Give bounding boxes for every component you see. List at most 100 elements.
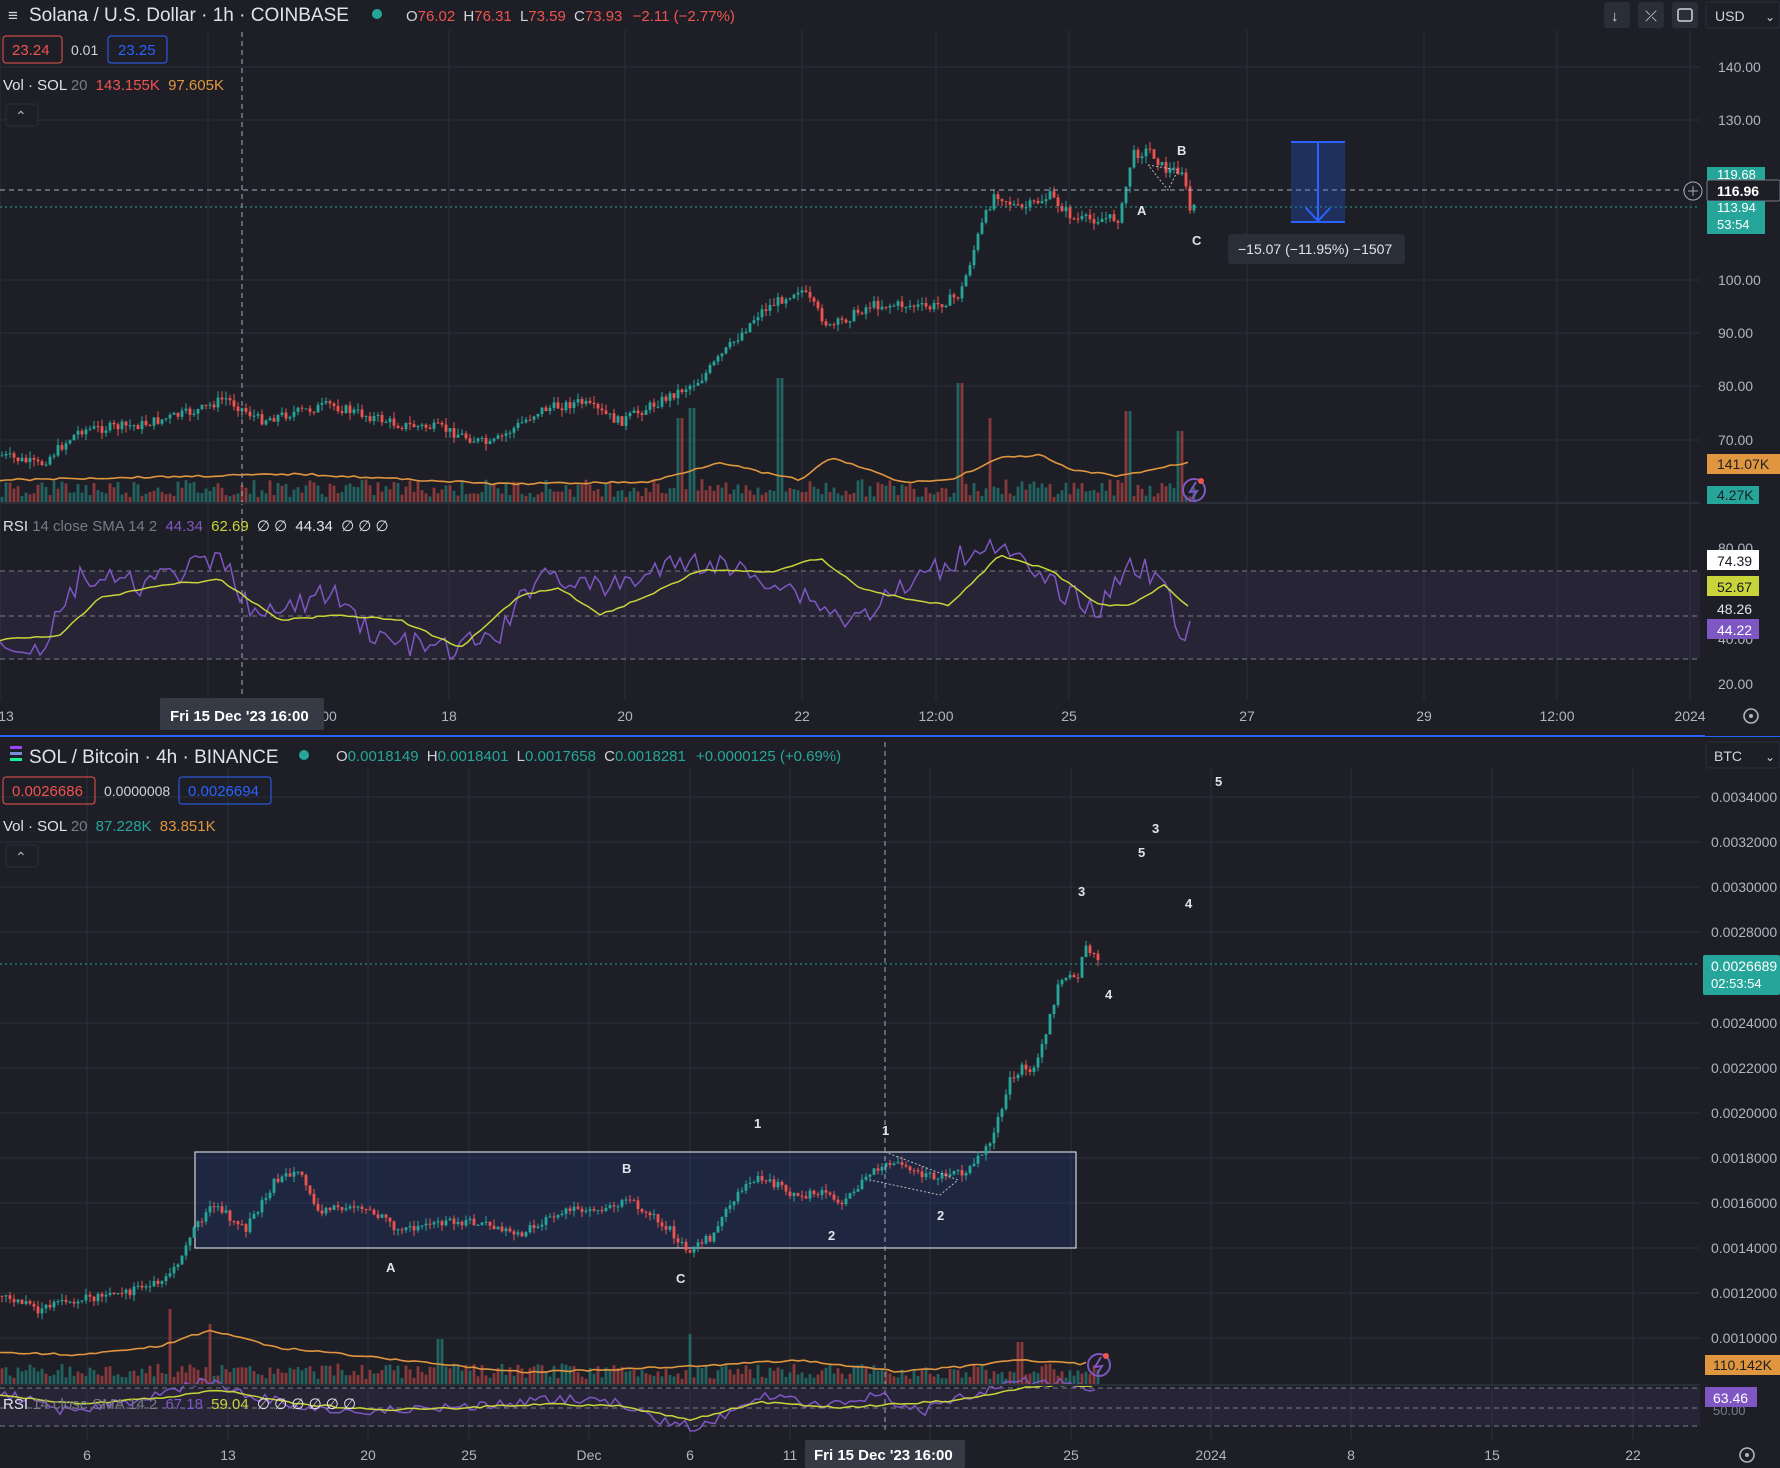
candle bbox=[144, 421, 148, 426]
candle bbox=[636, 410, 640, 414]
candle bbox=[836, 318, 840, 325]
currency-select[interactable] bbox=[1705, 1, 1780, 29]
volume-bar bbox=[180, 487, 184, 503]
volume-bar bbox=[612, 496, 616, 503]
candle bbox=[1164, 162, 1168, 173]
volume-bar bbox=[552, 491, 556, 503]
candle bbox=[968, 265, 972, 276]
bottom-symbol-title[interactable]: SOL / Bitcoin · 4h · BINANCE bbox=[29, 747, 279, 768]
candle bbox=[300, 407, 304, 409]
volume-bar bbox=[1088, 1373, 1092, 1384]
candle bbox=[32, 458, 36, 460]
range-box[interactable] bbox=[194, 1151, 1077, 1249]
time-axis-tick: 25 bbox=[1061, 708, 1077, 724]
top-buy-button[interactable] bbox=[107, 35, 168, 64]
top-collapse-button[interactable] bbox=[5, 103, 39, 127]
volume-bar bbox=[124, 1377, 128, 1384]
candle bbox=[736, 340, 740, 342]
candle bbox=[620, 416, 624, 426]
candle bbox=[64, 1299, 68, 1302]
volume-bar bbox=[224, 495, 228, 503]
candle bbox=[516, 422, 520, 428]
volume-bar bbox=[176, 1371, 180, 1384]
candle bbox=[520, 1232, 524, 1237]
candle bbox=[136, 425, 140, 430]
candle bbox=[296, 407, 300, 412]
volume-bar bbox=[436, 493, 440, 503]
candle bbox=[1028, 1069, 1032, 1073]
volume-bar bbox=[864, 496, 868, 503]
volume-bar bbox=[8, 1375, 12, 1384]
candle bbox=[952, 1170, 956, 1175]
candle bbox=[96, 1293, 100, 1302]
volume-bar bbox=[36, 484, 40, 503]
volume-bar bbox=[616, 491, 620, 503]
top-sell-button[interactable] bbox=[2, 35, 63, 64]
candle bbox=[680, 389, 684, 393]
volume-bar bbox=[956, 383, 960, 503]
fullscreen-button[interactable] bbox=[1638, 2, 1664, 28]
candle bbox=[1100, 218, 1104, 223]
candle bbox=[1092, 219, 1096, 224]
bottom-chart-pane[interactable]: A B C 1 2 1 2 3 4 5 3 4 5 0.0034000 0.003… bbox=[0, 738, 1780, 1468]
candle bbox=[756, 317, 760, 321]
volume-bar bbox=[488, 483, 492, 503]
volume-bar bbox=[360, 480, 364, 503]
volume-bar bbox=[1164, 486, 1168, 503]
volume-bar bbox=[1004, 479, 1008, 503]
volume-bar bbox=[232, 1367, 236, 1384]
maximize-button[interactable] bbox=[1672, 2, 1698, 28]
candle bbox=[616, 1206, 620, 1208]
download-button[interactable] bbox=[1604, 2, 1630, 28]
top-alert-icon[interactable] bbox=[1182, 478, 1206, 502]
candle bbox=[632, 1200, 636, 1202]
top-symbol-title[interactable]: Solana / U.S. Dollar · 1h · COINBASE bbox=[29, 5, 349, 26]
candle bbox=[164, 1276, 168, 1282]
volume-bar bbox=[268, 480, 272, 503]
bottom-settings-icon[interactable] bbox=[1739, 1447, 1755, 1463]
top-menu-icon[interactable]: ≡ bbox=[8, 6, 18, 25]
candle bbox=[48, 1304, 52, 1308]
bottom-alert-icon[interactable] bbox=[1087, 1353, 1111, 1377]
volume-bar bbox=[972, 1364, 976, 1384]
candle bbox=[808, 291, 812, 298]
volume-bar bbox=[296, 1366, 300, 1384]
volume-bar bbox=[888, 480, 892, 503]
candle bbox=[996, 194, 1000, 200]
candle bbox=[604, 1207, 608, 1211]
volume-bar bbox=[452, 1363, 456, 1384]
candle bbox=[264, 420, 268, 425]
bottom-buy-button[interactable] bbox=[178, 776, 272, 805]
volume-bar bbox=[836, 493, 840, 503]
bottom-collapse-button[interactable] bbox=[5, 844, 39, 868]
candle bbox=[1116, 220, 1120, 223]
volume-bar bbox=[164, 494, 168, 503]
candle bbox=[584, 1210, 588, 1212]
top-chart-pane[interactable]: −15.07 (−11.95%) −1507 A B C 140.00130.0… bbox=[0, 0, 1780, 737]
candle bbox=[24, 457, 28, 463]
candle bbox=[1012, 1077, 1016, 1079]
candle bbox=[1160, 162, 1164, 166]
candle bbox=[872, 1168, 876, 1175]
candle bbox=[700, 380, 704, 383]
volume-bar bbox=[664, 493, 668, 503]
volume-bar bbox=[816, 488, 820, 503]
volume-bar bbox=[168, 1309, 172, 1384]
candle bbox=[220, 1206, 224, 1213]
candle bbox=[60, 445, 64, 450]
bottom-currency-select[interactable] bbox=[1705, 741, 1780, 769]
top-settings-icon[interactable] bbox=[1743, 708, 1759, 724]
time-axis-tick: 6 bbox=[686, 1447, 694, 1463]
bottom-sell-button[interactable] bbox=[2, 776, 96, 805]
volume-bar bbox=[620, 490, 624, 503]
volume-bar bbox=[964, 483, 968, 503]
candle bbox=[880, 306, 884, 310]
volume-bar bbox=[1020, 481, 1024, 503]
volume-bar bbox=[448, 485, 452, 503]
candle bbox=[712, 361, 716, 366]
candle bbox=[236, 406, 240, 412]
volume-bar bbox=[780, 1369, 784, 1384]
crosshair-plus-icon[interactable] bbox=[1683, 181, 1703, 201]
volume-bar bbox=[32, 493, 36, 503]
